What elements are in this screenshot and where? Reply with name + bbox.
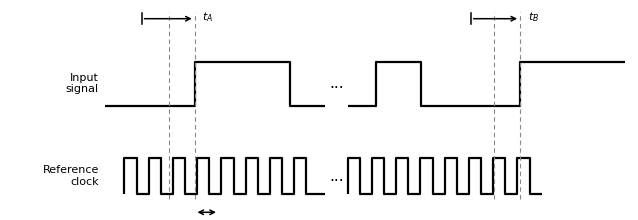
Text: $t_{B}$: $t_{B}$: [528, 11, 539, 24]
Text: $t_{A}$: $t_{A}$: [202, 11, 213, 24]
Text: ...: ...: [330, 169, 344, 183]
Text: $T_{Clk}$: $T_{Clk}$: [196, 219, 218, 220]
Text: Input
signal: Input signal: [66, 73, 99, 94]
Text: ...: ...: [330, 76, 344, 91]
Text: Reference
clock: Reference clock: [43, 165, 99, 187]
